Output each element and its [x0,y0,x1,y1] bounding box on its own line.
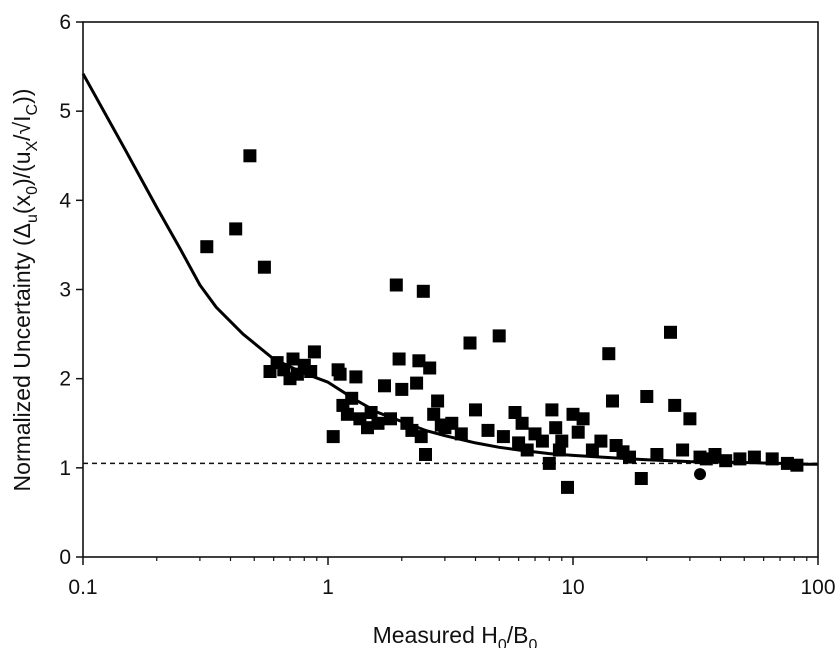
x-tick-label: 0.1 [68,576,97,599]
data-point [349,370,363,384]
data-point [445,416,459,430]
data-point [549,421,563,435]
data-point [602,347,616,361]
data-point [427,407,441,421]
data-point [668,398,682,412]
data-point [410,376,424,390]
data-point [326,430,340,444]
data-point [454,427,468,441]
data-point [520,443,534,457]
data-point [790,458,804,472]
data-point [576,412,590,426]
y-tick-label: 4 [59,189,71,212]
data-point [515,416,529,430]
data-point [708,448,722,461]
data-point [307,345,321,359]
data-point [412,354,426,368]
data-point [414,430,428,444]
data-point [333,367,347,381]
data-point [257,260,271,274]
x-tick-label: 100 [800,576,835,599]
x-tick-label: 1 [322,576,334,599]
axes: 0 1 2 3 4 5 6 0.1 1 10 100 [59,11,835,599]
y-tick-label: 5 [59,100,71,123]
data-point [463,336,477,350]
y-axis-title: Normalized Uncertainty (Δu(x0)/(uX/√IC)) [9,89,41,492]
data-point [496,430,510,444]
y-tick-label: 6 [59,11,71,34]
data-point [542,456,556,470]
data-point [664,325,677,339]
data-point [594,434,608,448]
data-point [683,412,697,426]
data-point [431,394,445,408]
x-axis-title: Measured H0/B0 [373,622,538,648]
data-point [384,412,397,426]
data-point [508,406,522,419]
data-point [571,425,585,439]
data-point [733,452,747,466]
data-point [243,149,257,163]
data-point [650,448,664,461]
data-point [561,480,574,494]
data-point [765,452,779,466]
data-point [200,240,214,254]
data-point [481,423,495,437]
data-point [676,443,690,457]
data-point [416,284,430,298]
data-point [345,391,359,405]
data-point [378,379,391,393]
data-point [419,448,432,461]
data-point [304,365,318,378]
data-point [623,450,636,464]
data-point [389,278,403,292]
data-point [640,390,654,403]
data-point [545,403,559,417]
data-point [492,329,506,343]
data-point-circle [694,468,707,481]
data-point [606,394,619,408]
data-point [340,407,354,421]
data-point [566,407,580,421]
data-point [392,352,406,366]
data-point [747,450,761,464]
y-tick-label: 0 [59,546,71,569]
data-point [535,434,549,448]
data-point [423,361,437,375]
data-point [371,416,385,430]
data-point [361,421,374,435]
y-tick-label: 2 [59,368,71,391]
data-point [634,472,648,485]
data-point [719,454,733,468]
x-tick-label: 10 [561,576,584,599]
y-tick-label: 3 [59,279,71,302]
data-point [555,434,569,448]
data-point [364,406,378,419]
data-point [286,352,300,366]
y-tick-label: 1 [59,457,71,480]
data-point [229,222,243,236]
data-point [469,403,482,417]
data-point [395,382,409,396]
plot-area [81,72,818,494]
